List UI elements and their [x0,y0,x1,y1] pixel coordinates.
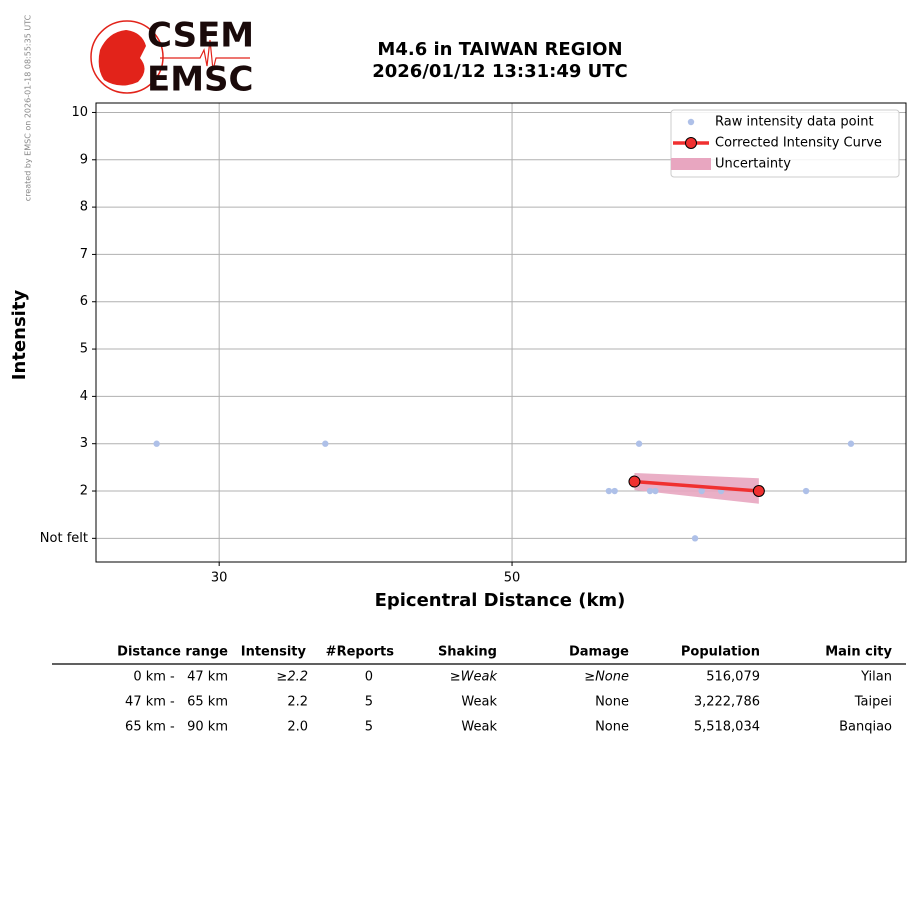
logo-circle [90,20,164,94]
x-axis-label: Epicentral Distance (km) [375,590,626,611]
table-cell: Taipei [854,695,892,710]
y-tick-label: 7 [80,247,88,262]
y-tick-label: 10 [71,105,88,120]
curve-marker [628,475,641,488]
data-point [847,440,855,447]
curve-marker [752,485,765,498]
table-cell: 0 [365,670,373,685]
y-tick-label: 3 [80,436,88,451]
uncertainty-band [634,473,759,504]
logo-bottom: EMSC [147,60,254,100]
table-header: Damage [569,645,629,660]
y-tick-label: 5 [80,342,88,357]
table-cell: Weak [461,695,497,710]
legend-box [670,109,900,178]
data-point [635,440,643,447]
table-cell: Yilan [860,670,892,685]
table-header: Population [681,645,760,660]
data-point [153,440,160,447]
table: Distance range Intensity #Reports Shaking Da… [52,645,906,735]
x-tick-label: 50 [504,571,521,586]
table-cell: 2.2 [287,695,308,710]
y-tick-label: 4 [80,389,88,404]
table-cell: 0 km - 47 km [133,670,228,685]
table-cell: 65 km - 90 km [125,720,228,735]
logo-wave [160,39,250,71]
data-point [691,535,699,542]
data-point [802,487,810,495]
table-cell: ≥Weak [450,670,498,685]
chart-title: M4.6 in TAIWAN REGION [377,39,622,60]
table-cell: Banqiao [839,720,892,735]
credit: created by EMSC on 2026-01-18 08:55:35 U… [24,14,33,201]
y-tick-label: 2 [80,484,88,499]
table-cell: None [595,695,629,710]
table-cell: Weak [461,720,497,735]
table-cell: 47 km - 65 km [125,695,228,710]
data-point [322,440,329,447]
logo-top: CSEM [147,16,254,56]
plot: Not felt 2 3 4 5 6 7 8 9 10 30 50 Raw intensity data… [40,102,907,586]
y-tick-label: 8 [80,200,88,215]
legend-swatch [671,158,711,170]
curve-line [634,479,759,493]
table-cell: 3,222,786 [694,695,760,710]
legend-swatch [685,137,697,149]
data-point [646,487,654,495]
table-cell: 5 [365,720,373,735]
y-axis-label: Intensity [9,290,30,381]
table-header: Intensity [241,645,307,660]
logo-map [98,30,146,86]
y-tick-label: 9 [80,152,88,167]
data-point [652,487,659,495]
legend-label: Raw intensity data point [715,115,874,130]
table-header: Distance range [117,645,228,660]
x-tick-label: 30 [211,571,228,586]
y-tick-label: Not felt [40,531,88,546]
table-cell: 5,518,034 [694,720,760,735]
data-point [605,487,613,495]
table-cell: ≥None [584,670,629,685]
table-cell: 516,079 [706,670,760,685]
legend-label: Uncertainty [715,157,791,172]
data-point [698,487,705,495]
legend-swatch [687,118,695,126]
y-tick-label: 6 [80,294,88,309]
chart-subtitle: 2026/01/12 13:31:49 UTC [372,61,628,82]
table-header: #Reports [326,645,395,660]
legend-label: Corrected Intensity Curve [715,136,882,151]
table-cell: 5 [365,695,373,710]
table-cell: None [595,720,629,735]
table-cell: ≥2.2 [276,670,308,685]
table-header: Main city [825,645,892,660]
logo: CSEM EMSC [90,16,254,100]
data-point [611,487,618,495]
plot-frame [95,102,907,563]
table-header: Shaking [438,645,497,660]
table-cell: 2.0 [287,720,308,735]
